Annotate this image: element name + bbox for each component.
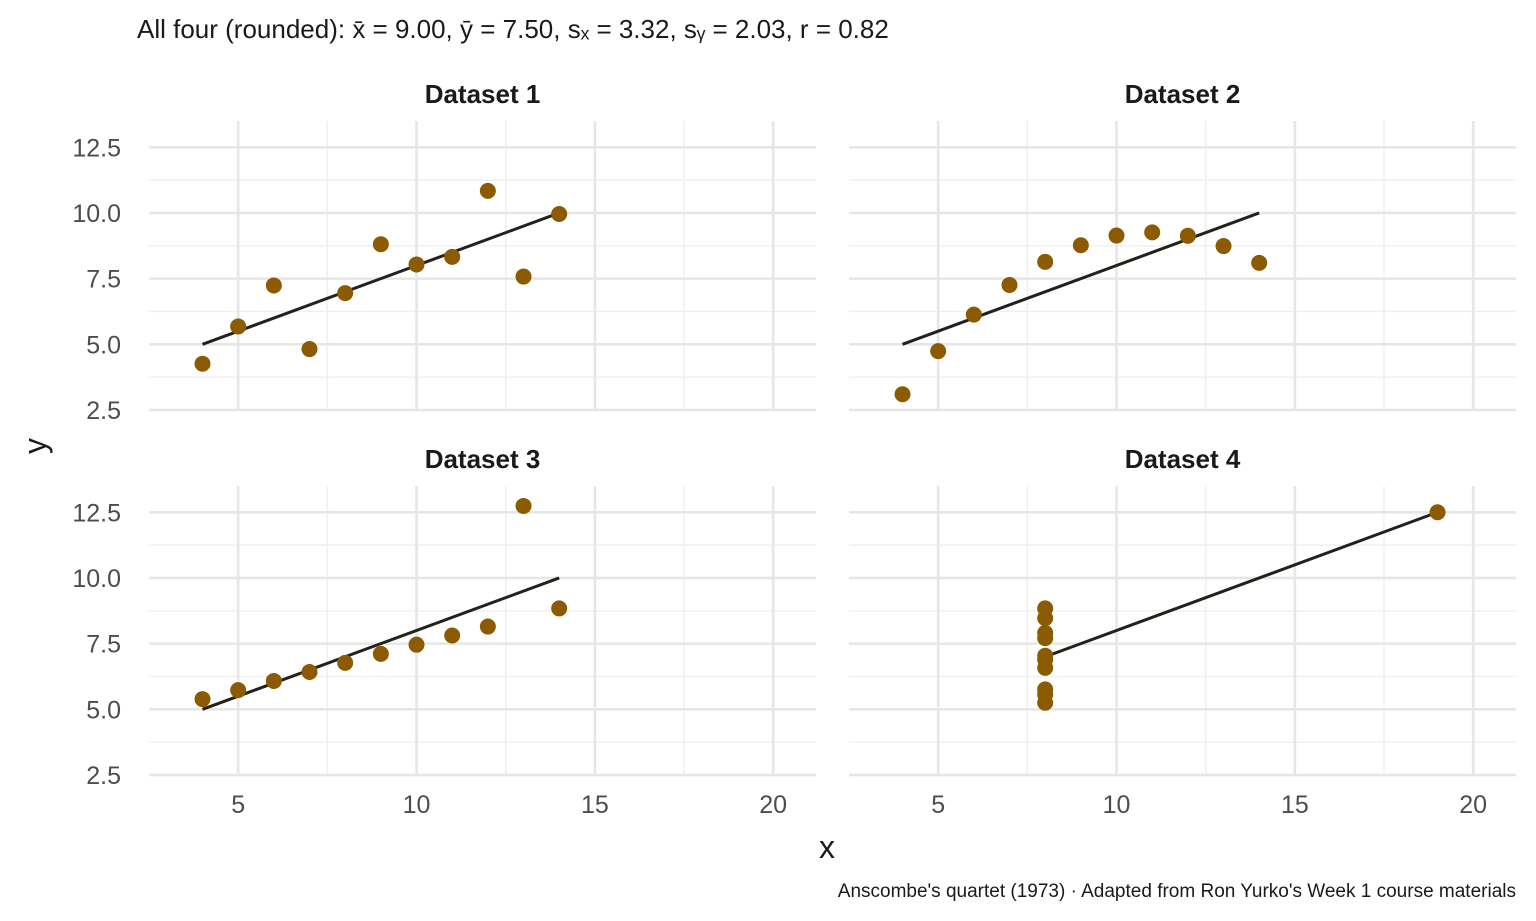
facet-panel-4: Dataset 4 5 10 15 20 <box>849 444 1516 819</box>
chart-subtitle: All four (rounded): x̄ = 9.00, ȳ = 7.50,… <box>137 14 889 44</box>
regression-line <box>201 211 560 346</box>
data-point <box>230 318 247 335</box>
regression-line <box>201 576 560 711</box>
data-point <box>1037 253 1054 270</box>
x-tick-label: 15 <box>581 791 609 819</box>
y-tick-label: 7.5 <box>86 266 121 294</box>
x-tick-label: 15 <box>1281 791 1309 819</box>
chart-caption: Anscombe's quartet (1973) · Adapted from… <box>838 881 1516 902</box>
y-tick-label: 2.5 <box>86 762 121 790</box>
data-point <box>194 691 211 708</box>
facet-title: Dataset 3 <box>425 444 541 474</box>
facet-title: Dataset 1 <box>425 79 541 109</box>
y-tick-label: 5.0 <box>86 331 121 359</box>
data-point <box>1179 227 1196 244</box>
x-tick-label: 10 <box>1103 791 1131 819</box>
y-tick-label: 7.5 <box>86 631 121 659</box>
x-tick-label: 20 <box>759 791 787 819</box>
data-point <box>479 182 496 199</box>
data-point <box>551 206 568 223</box>
regression-line <box>1044 510 1439 659</box>
data-point <box>301 664 318 681</box>
y-tick-label: 5.0 <box>86 696 121 724</box>
y-tick-label: 10.0 <box>72 200 121 228</box>
data-point <box>372 236 389 253</box>
y-tick-label: 10.0 <box>72 565 121 593</box>
data-point <box>1037 610 1054 627</box>
data-point <box>194 355 211 372</box>
data-point <box>479 618 496 635</box>
data-point <box>965 306 982 323</box>
x-tick-label: 20 <box>1459 791 1487 819</box>
facet-panel-3: Dataset 3 2.5 5.0 7.5 10.0 12.5 5 10 15 20 <box>72 444 816 819</box>
data-point <box>930 343 947 360</box>
facet-panel-1: Dataset 1 2.5 5.0 7.5 10.0 12.5 <box>72 79 816 425</box>
data-point <box>1072 237 1089 254</box>
data-point <box>894 386 911 403</box>
data-point <box>444 248 461 265</box>
data-point <box>1001 276 1018 293</box>
data-point <box>1144 224 1161 241</box>
data-point <box>265 672 282 689</box>
data-point <box>551 600 568 617</box>
facet-panel-2: Dataset 2 <box>849 79 1516 412</box>
data-point <box>337 285 354 302</box>
data-point <box>444 627 461 644</box>
y-tick-label: 2.5 <box>86 397 121 425</box>
x-tick-label: 5 <box>931 791 945 819</box>
y-axis-title: y <box>17 438 53 454</box>
data-point <box>301 341 318 358</box>
data-point <box>1251 254 1268 271</box>
regression-line <box>901 211 1260 346</box>
y-tick-label: 12.5 <box>72 134 121 162</box>
data-point <box>1037 624 1054 641</box>
data-point <box>230 682 247 699</box>
facet-title: Dataset 4 <box>1125 444 1241 474</box>
data-point <box>1037 686 1054 703</box>
x-tick-label: 10 <box>403 791 431 819</box>
data-point <box>1108 227 1125 244</box>
data-point <box>1037 651 1054 668</box>
data-point <box>515 497 532 514</box>
x-tick-label: 5 <box>231 791 245 819</box>
data-point <box>372 645 389 662</box>
facet-title: Dataset 2 <box>1125 79 1241 109</box>
data-point <box>1429 504 1446 521</box>
data-point <box>1215 238 1232 255</box>
data-point <box>408 636 425 653</box>
data-point <box>515 268 532 285</box>
data-point <box>337 654 354 671</box>
data-point <box>265 277 282 294</box>
data-point <box>408 256 425 273</box>
facet-panels: Dataset 1 2.5 5.0 7.5 10.0 12.5 Dataset 2 Datas… <box>72 79 1516 819</box>
y-tick-label: 12.5 <box>72 499 121 527</box>
x-axis-title: x <box>819 829 835 865</box>
